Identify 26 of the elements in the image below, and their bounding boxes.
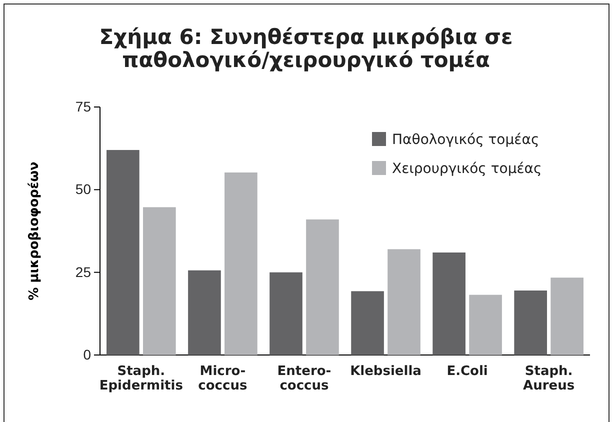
bar [106,150,140,355]
legend-label: Παθολογικός τομέας [392,132,540,148]
legend-label: Χειρουργικός τομέας [392,161,542,177]
bar [351,291,384,355]
y-tick-label: 75 [75,98,92,114]
x-tick-label: Staph. Epidermitis [99,364,184,394]
x-tick-label: Entero- coccus [277,364,332,394]
bar [188,270,221,355]
bar [306,219,339,355]
x-tick-label: E.Coli [446,364,488,379]
chart-title: Σχήμα 6: Συνηθέστερα μικρόβια σε παθολογικό/χειρουργικό τομέα [99,25,513,72]
bar [432,252,466,355]
x-tick-label: Micro- coccus [198,364,248,394]
y-tick-label: 50 [75,181,92,198]
bar [514,290,548,355]
bar [550,278,584,355]
y-tick-label: 0 [83,346,92,362]
y-axis-title: % μικροβιοφορέων [27,161,42,300]
y-tick-label: 25 [75,264,92,280]
bar [142,207,176,355]
bar [224,172,258,355]
bar [270,272,302,355]
x-tick-label: Staph. Aureus [523,364,575,394]
bar [469,294,502,355]
bar [388,249,420,355]
x-tick-label: Klebsiella [350,364,422,379]
